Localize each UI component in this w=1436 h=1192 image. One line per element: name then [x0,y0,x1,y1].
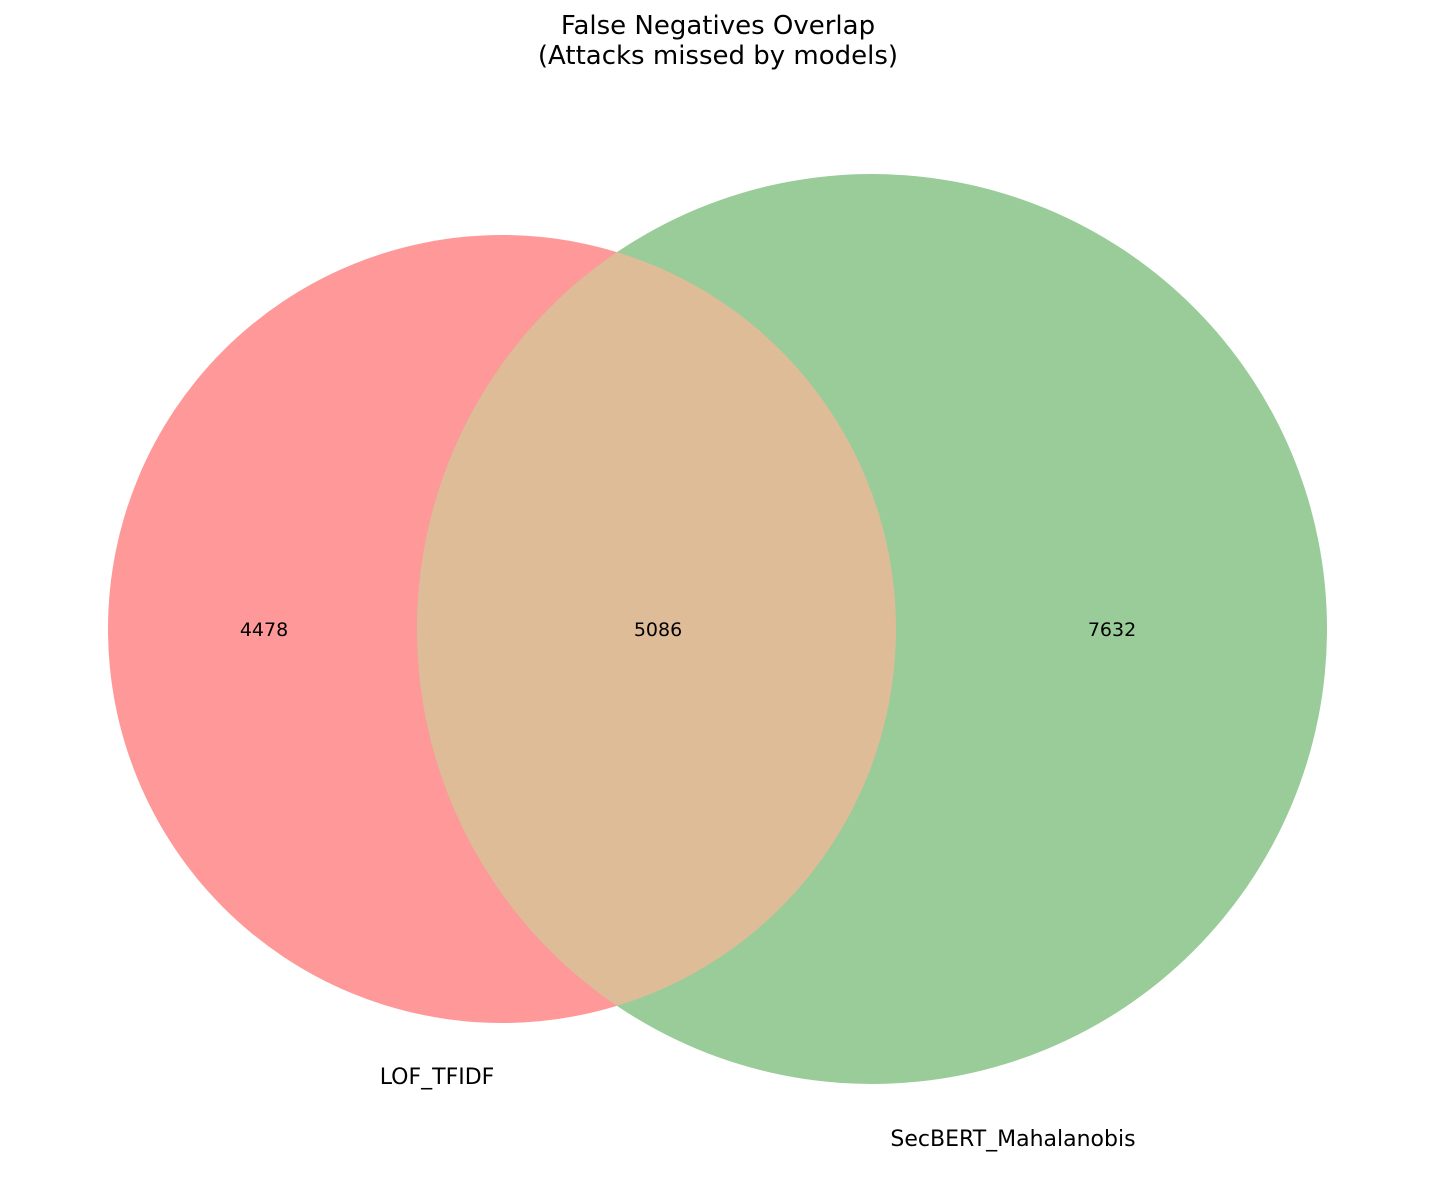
figure-title-block: False Negatives Overlap (Attacks missed … [0,11,1436,71]
count-intersection: 5086 [634,619,682,641]
set-label-lof-tfidf: LOF_TFIDF [380,1065,495,1090]
figure-title: False Negatives Overlap [560,11,876,41]
set-label-secbert-mahalanobis: SecBERT_Mahalanobis [890,1127,1135,1152]
count-only-lof-tfidf: 4478 [240,619,288,641]
intersection-region [417,235,896,1023]
figure-subtitle: (Attacks missed by models) [537,41,899,71]
count-only-secbert-mahalanobis: 7632 [1088,619,1136,641]
